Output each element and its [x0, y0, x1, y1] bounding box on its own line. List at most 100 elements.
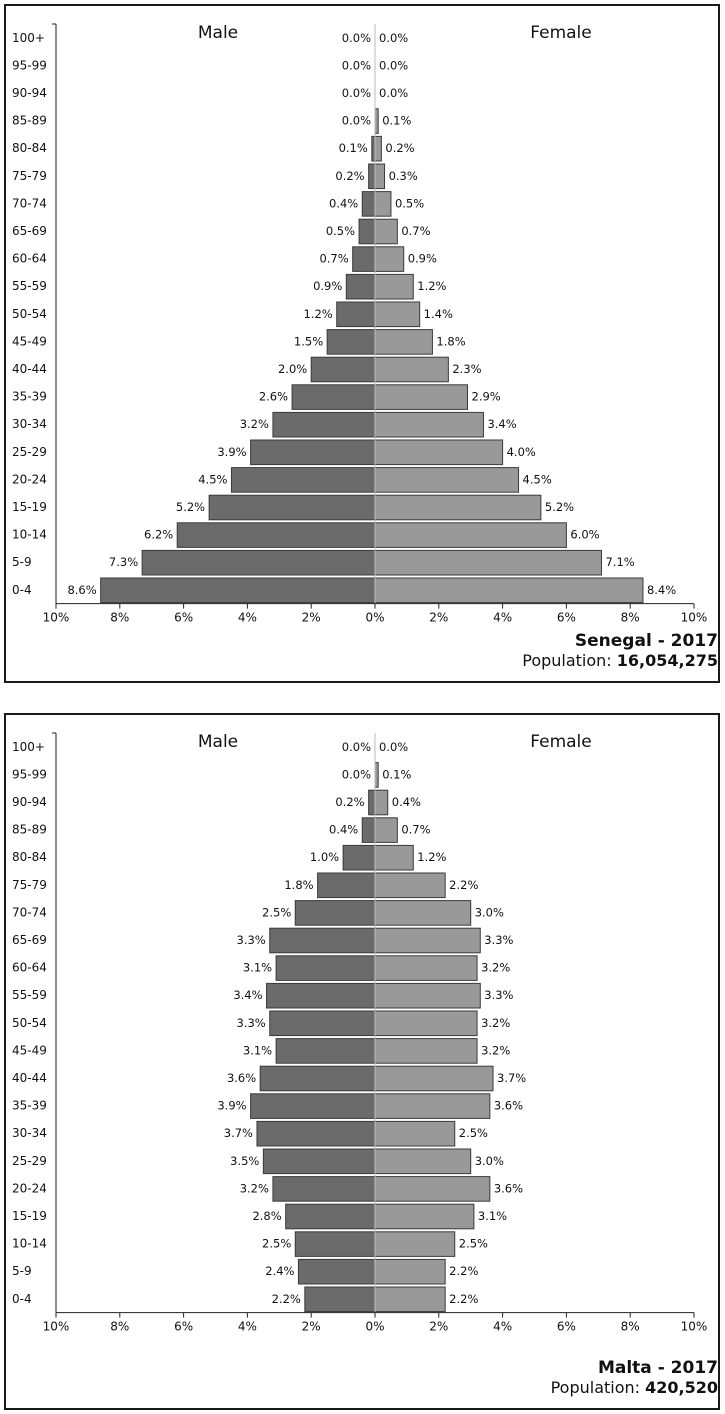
population-value: 420,520	[645, 1378, 718, 1398]
male-bar	[310, 356, 376, 383]
pyramid-chart-malta: Male Female 100+ 0.0% 0.0% 95-99 0.0% 0.1% 90-94…	[12, 732, 708, 1334]
male-bar	[250, 1093, 376, 1119]
male-bar	[342, 844, 376, 871]
male-bar	[361, 191, 376, 217]
x-tick-label: 10%	[681, 1320, 708, 1334]
age-label: 40-44	[12, 1071, 47, 1085]
female-value-label: 0.3%	[389, 169, 418, 183]
age-label: 45-49	[12, 1043, 47, 1057]
x-tick-label: 4%	[238, 1320, 257, 1334]
x-tick-label: 8%	[621, 1320, 640, 1334]
chart-panel-malta: Male Female 100+ 0.0% 0.0% 95-99 0.0% 0.1% 90-94…	[4, 713, 720, 1410]
male-value-label: 0.4%	[329, 196, 358, 210]
x-tick-label: 6%	[174, 611, 193, 625]
age-label: 25-29	[12, 1154, 47, 1168]
female-value-label: 3.2%	[481, 961, 510, 975]
age-label: 60-64	[12, 252, 47, 266]
male-value-label: 2.8%	[252, 1209, 281, 1223]
female-value-label: 3.2%	[481, 1043, 510, 1057]
female-bar	[374, 411, 484, 438]
female-bar	[374, 329, 433, 355]
female-value-label: 0.5%	[395, 196, 424, 210]
female-bar	[374, 246, 405, 272]
male-bar	[317, 872, 376, 899]
male-value-label: 4.5%	[198, 472, 227, 486]
female-value-label: 3.3%	[484, 988, 513, 1002]
age-label: 65-69	[12, 933, 47, 947]
population-label: Population:	[550, 1378, 646, 1398]
female-bar	[374, 439, 504, 466]
female-value-label: 0.0%	[379, 31, 408, 45]
age-label: 45-49	[12, 334, 47, 348]
female-value-label: 3.6%	[494, 1099, 523, 1113]
male-bar	[368, 163, 376, 190]
male-value-label: 5.2%	[176, 500, 205, 514]
male-value-label: 2.4%	[265, 1264, 294, 1278]
female-value-label: 2.5%	[459, 1237, 488, 1251]
male-bar	[256, 1120, 376, 1147]
male-bar	[285, 1203, 376, 1230]
female-bar	[374, 844, 414, 871]
female-value-label: 0.0%	[379, 740, 408, 754]
age-label: 65-69	[12, 224, 47, 238]
female-bar	[374, 817, 398, 843]
male-bar	[208, 494, 376, 521]
x-tick-label: 6%	[174, 1320, 193, 1334]
male-value-label: 0.2%	[335, 169, 364, 183]
male-bar	[266, 982, 376, 1009]
female-value-label: 0.0%	[379, 86, 408, 100]
male-bar	[272, 1176, 376, 1202]
age-label: 95-99	[12, 58, 47, 72]
age-label: 10-14	[12, 1237, 47, 1251]
male-bar	[326, 329, 376, 355]
male-value-label: 3.9%	[217, 445, 246, 459]
male-bar	[297, 1258, 376, 1285]
male-header: Male	[198, 732, 238, 752]
female-bar	[374, 927, 481, 954]
x-tick-label: 10%	[681, 611, 708, 625]
female-bar	[374, 872, 446, 899]
female-bar	[374, 1148, 472, 1175]
x-tick-label: 4%	[493, 1320, 512, 1334]
age-label: 70-74	[12, 196, 47, 210]
male-bar	[269, 1010, 376, 1037]
male-bar	[272, 411, 376, 438]
female-bar	[374, 549, 602, 576]
age-label: 10-14	[12, 528, 47, 542]
female-bar	[374, 1258, 446, 1285]
age-label: 35-39	[12, 1099, 47, 1113]
x-tick-label: 4%	[238, 611, 257, 625]
age-label: 55-59	[12, 279, 47, 293]
male-bar	[230, 467, 376, 493]
age-label: 15-19	[12, 1209, 47, 1223]
male-bar	[361, 817, 376, 843]
female-value-label: 3.2%	[481, 1016, 510, 1030]
female-value-label: 5.2%	[545, 500, 574, 514]
female-bar	[374, 1093, 491, 1119]
female-value-label: 8.4%	[647, 583, 676, 597]
female-bar	[374, 982, 481, 1009]
male-value-label: 3.6%	[227, 1071, 256, 1085]
age-label: 90-94	[12, 86, 47, 100]
x-tick-label: 8%	[110, 611, 129, 625]
male-value-label: 3.3%	[237, 933, 266, 947]
male-value-label: 2.6%	[259, 390, 288, 404]
female-value-label: 0.9%	[408, 252, 437, 266]
male-value-label: 0.0%	[342, 58, 371, 72]
female-bar	[374, 384, 469, 410]
age-label: 0-4	[12, 1292, 32, 1306]
x-tick-label: 2%	[302, 611, 321, 625]
female-bar	[374, 301, 421, 328]
male-value-label: 8.6%	[67, 583, 96, 597]
female-bar	[374, 163, 386, 190]
female-header: Female	[530, 23, 591, 43]
male-bar	[336, 301, 376, 328]
age-label: 5-9	[12, 1264, 32, 1278]
age-label: 90-94	[12, 795, 47, 809]
male-bar	[304, 1286, 376, 1313]
population-value: 16,054,275	[616, 651, 718, 671]
female-bar	[374, 1065, 494, 1092]
age-label: 30-34	[12, 1126, 47, 1140]
x-tick-label: 2%	[429, 1320, 448, 1334]
chart-caption: Malta - 2017 Population: 420,520	[551, 1358, 718, 1398]
